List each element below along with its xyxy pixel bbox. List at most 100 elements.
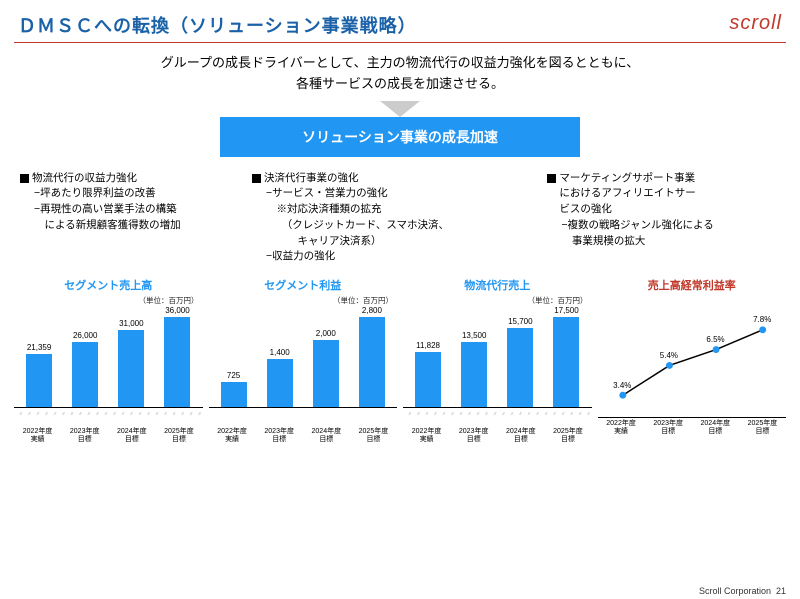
chart-segment-profit: セグメント利益 （単位：百万円） 725 1,400 2,000 2,800 2… (209, 277, 398, 445)
bar: 31,000 (108, 319, 154, 407)
col3-h3: ビスの強化 (559, 202, 695, 218)
bar: 21,359 (16, 343, 62, 407)
page-title: ＤＭＳＣへの転換（ソリューション事業戦略） (18, 12, 417, 38)
col1-l3: による新規顧客獲得数の増加 (34, 218, 242, 234)
subtitle: グループの成長ドライバーとして、主力の物流代行の収益力強化を図るとともに、 各種… (0, 53, 800, 95)
x-label: 2024年度目標 (303, 428, 350, 445)
chart-title: 物流代行売上 (403, 277, 592, 293)
subtitle-line2: 各種サービスの成長を加速させる。 (0, 74, 800, 95)
bar-value: 31,000 (119, 319, 143, 328)
strategy-col-2: 決済代行事業の強化 −サービス・営業力の強化 ※対応決済種類の拡充 （クレジット… (252, 171, 537, 266)
chart-logistics-revenue: 物流代行売上 （単位：百万円） 11,828 13,500 15,700 17,… (403, 277, 592, 445)
bar-rect (72, 342, 98, 407)
growth-banner: ソリューション事業の成長加速 (220, 117, 580, 157)
bar: 17,500 (543, 306, 589, 407)
line-point-label: 6.5% (706, 335, 724, 344)
x-label: 2022年度実績 (209, 428, 256, 445)
chart-unit: （単位：百万円） (403, 295, 592, 306)
col1-l2: −再現性の高い営業手法の構築 (34, 202, 242, 218)
bar-value: 2,000 (316, 329, 336, 338)
bar: 15,700 (497, 317, 543, 407)
chart-title: セグメント売上高 (14, 277, 203, 293)
bar-rect (26, 354, 52, 407)
subtitle-line1: グループの成長ドライバーとして、主力の物流代行の収益力強化を図るとともに、 (0, 53, 800, 74)
bar-value: 13,500 (462, 331, 486, 340)
bar: 26,000 (62, 331, 108, 407)
bar: 11,828 (405, 341, 451, 407)
bar-value: 36,000 (165, 306, 189, 315)
line-point-label: 7.8% (753, 315, 771, 324)
bar-rect (553, 317, 579, 407)
line-point-label: 5.4% (660, 351, 678, 360)
bar-value: 21,359 (27, 343, 51, 352)
bar-value: 26,000 (73, 331, 97, 340)
x-label: 2024年度目標 (108, 428, 155, 445)
x-label: 2025年度目標 (155, 428, 202, 445)
chart-unit (598, 295, 787, 304)
bar-value: 725 (227, 371, 240, 380)
bullet-icon (20, 174, 29, 183)
strategy-col-3: マーケティングサポート事業 におけるアフィリエイトサー ビスの強化 −複数の戦略… (547, 171, 780, 266)
bar-rect (415, 352, 441, 407)
x-label: 2025年度目標 (739, 420, 786, 437)
bar: 2,000 (303, 329, 349, 407)
bar: 725 (211, 371, 257, 407)
bar-rect (118, 330, 144, 407)
x-label: 2022年度実績 (598, 420, 645, 437)
footer-page: 21 (776, 586, 786, 596)
bar: 13,500 (451, 331, 497, 407)
chart-unit: （単位：百万円） (14, 295, 203, 306)
bar-rect (267, 359, 293, 407)
brand-logo: scroll (729, 12, 782, 35)
chart-title: セグメント利益 (209, 277, 398, 293)
col2-head: 決済代行事業の強化 (264, 171, 359, 187)
chart-profit-ratio: 売上高経常利益率 3.4%5.4%6.5%7.8% 2022年度実績2023年度… (598, 277, 787, 445)
bar-rect (313, 340, 339, 407)
col2-l1: −サービス・営業力の強化 (266, 186, 537, 202)
x-label: 2023年度目標 (450, 428, 497, 445)
chart-segment-revenue: セグメント売上高 （単位：百万円） 21,359 26,000 31,000 3… (14, 277, 203, 445)
bar-rect (359, 317, 385, 407)
bar-value: 15,700 (508, 317, 532, 326)
arrow-down-icon (380, 101, 420, 117)
strategy-columns: 物流代行の収益力強化 −坪あたり限界利益の改善 −再現性の高い営業手法の構築 に… (0, 171, 800, 274)
x-label: 2024年度目標 (497, 428, 544, 445)
bar-value: 2,800 (362, 306, 382, 315)
x-label: 2024年度目標 (692, 420, 739, 437)
bar-rect (461, 342, 487, 407)
chart-title: 売上高経常利益率 (598, 277, 787, 293)
wave-break-icon (403, 414, 592, 420)
col3-l1: −複数の戦略ジャンル強化による (561, 218, 780, 234)
footer: Scroll Corporation 21 (699, 586, 786, 596)
chart-unit: （単位：百万円） (209, 295, 398, 306)
bar: 2,800 (349, 306, 395, 407)
bar-value: 11,828 (416, 341, 440, 350)
bar-rect (507, 328, 533, 407)
bar: 1,400 (257, 348, 303, 407)
footer-corp: Scroll Corporation (699, 586, 771, 596)
col1-head: 物流代行の収益力強化 (32, 171, 137, 187)
wave-break-icon (14, 414, 203, 420)
bullet-icon (252, 174, 261, 183)
bar-rect (221, 382, 247, 407)
x-label: 2023年度目標 (256, 428, 303, 445)
bar-value: 17,500 (554, 306, 578, 315)
x-label: 2025年度目標 (350, 428, 397, 445)
col2-l4: キャリア決済系） (266, 234, 537, 250)
bar: 36,000 (154, 306, 200, 407)
bullet-icon (547, 174, 556, 183)
x-label: 2023年度目標 (645, 420, 692, 437)
bar-rect (164, 317, 190, 407)
col3-h1: マーケティングサポート事業 (559, 171, 695, 187)
col1-l1: −坪あたり限界利益の改善 (34, 186, 242, 202)
col2-l2: ※対応決済種類の拡充 (266, 202, 537, 218)
x-label: 2022年度実績 (14, 428, 61, 445)
x-label: 2022年度実績 (403, 428, 450, 445)
col2-l5: −収益力の強化 (266, 249, 537, 265)
x-label: 2025年度目標 (544, 428, 591, 445)
col2-l3: （クレジットカード、スマホ決済、 (266, 218, 537, 234)
strategy-col-1: 物流代行の収益力強化 −坪あたり限界利益の改善 −再現性の高い営業手法の構築 に… (20, 171, 242, 266)
header-rule (14, 42, 786, 43)
bar-value: 1,400 (270, 348, 290, 357)
x-label: 2023年度目標 (61, 428, 108, 445)
